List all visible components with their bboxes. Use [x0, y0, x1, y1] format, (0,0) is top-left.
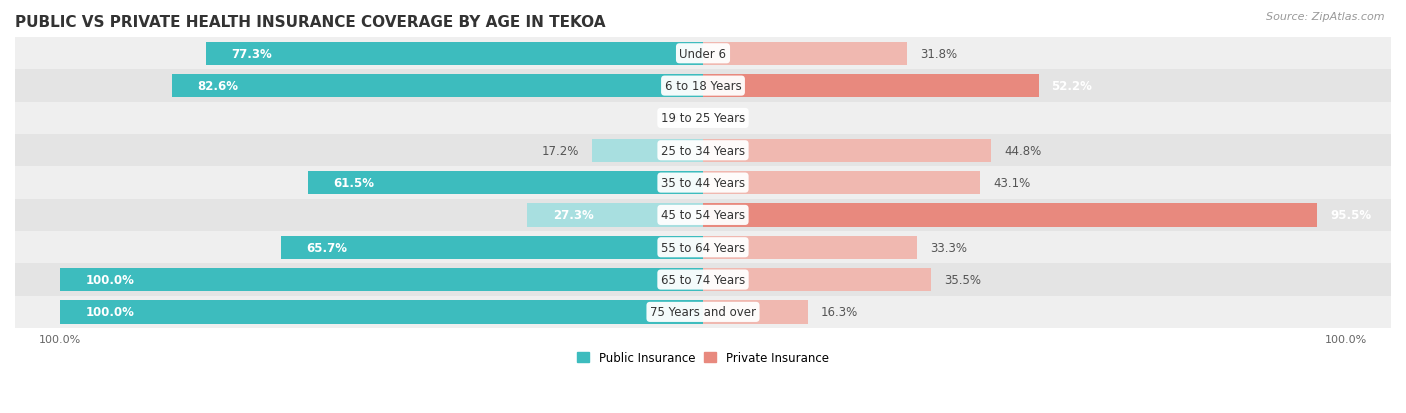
- Text: 45 to 54 Years: 45 to 54 Years: [661, 209, 745, 222]
- Text: 55 to 64 Years: 55 to 64 Years: [661, 241, 745, 254]
- Bar: [15, 232, 1391, 264]
- Bar: [15, 70, 1391, 102]
- Text: 77.3%: 77.3%: [232, 47, 273, 61]
- Bar: [15, 102, 1391, 135]
- Text: 75 Years and over: 75 Years and over: [650, 306, 756, 318]
- Text: 17.2%: 17.2%: [543, 145, 579, 157]
- Text: 25 to 34 Years: 25 to 34 Years: [661, 145, 745, 157]
- Text: 35 to 44 Years: 35 to 44 Years: [661, 177, 745, 190]
- Text: 16.3%: 16.3%: [821, 306, 858, 318]
- Bar: [527, 204, 703, 227]
- Bar: [703, 236, 917, 259]
- Bar: [15, 296, 1391, 328]
- Text: 33.3%: 33.3%: [929, 241, 967, 254]
- Bar: [60, 268, 703, 292]
- Text: 0.0%: 0.0%: [661, 112, 690, 125]
- Text: 6 to 18 Years: 6 to 18 Years: [665, 80, 741, 93]
- Text: 31.8%: 31.8%: [921, 47, 957, 61]
- Text: 43.1%: 43.1%: [993, 177, 1031, 190]
- Bar: [15, 199, 1391, 232]
- Bar: [308, 171, 703, 195]
- Bar: [703, 301, 808, 324]
- Bar: [15, 135, 1391, 167]
- Bar: [172, 75, 703, 98]
- Text: Source: ZipAtlas.com: Source: ZipAtlas.com: [1267, 12, 1385, 22]
- Bar: [15, 38, 1391, 70]
- Text: Under 6: Under 6: [679, 47, 727, 61]
- Bar: [60, 301, 703, 324]
- Bar: [15, 167, 1391, 199]
- Text: 27.3%: 27.3%: [553, 209, 593, 222]
- Text: 65 to 74 Years: 65 to 74 Years: [661, 273, 745, 286]
- Bar: [703, 139, 991, 162]
- Bar: [703, 171, 980, 195]
- Bar: [703, 204, 1317, 227]
- Bar: [592, 139, 703, 162]
- Text: 65.7%: 65.7%: [307, 241, 347, 254]
- Text: 100.0%: 100.0%: [86, 306, 135, 318]
- Text: 52.2%: 52.2%: [1052, 80, 1092, 93]
- Text: 0.0%: 0.0%: [716, 112, 745, 125]
- Text: 35.5%: 35.5%: [943, 273, 981, 286]
- Text: PUBLIC VS PRIVATE HEALTH INSURANCE COVERAGE BY AGE IN TEKOA: PUBLIC VS PRIVATE HEALTH INSURANCE COVER…: [15, 15, 606, 30]
- Text: 100.0%: 100.0%: [86, 273, 135, 286]
- Bar: [703, 75, 1039, 98]
- Text: 61.5%: 61.5%: [333, 177, 374, 190]
- Legend: Public Insurance, Private Insurance: Public Insurance, Private Insurance: [572, 347, 834, 369]
- Text: 19 to 25 Years: 19 to 25 Years: [661, 112, 745, 125]
- Text: 44.8%: 44.8%: [1004, 145, 1042, 157]
- Text: 82.6%: 82.6%: [198, 80, 239, 93]
- Text: 95.5%: 95.5%: [1330, 209, 1371, 222]
- Bar: [205, 43, 703, 66]
- Bar: [703, 43, 907, 66]
- Bar: [15, 264, 1391, 296]
- Bar: [281, 236, 703, 259]
- Bar: [703, 268, 931, 292]
